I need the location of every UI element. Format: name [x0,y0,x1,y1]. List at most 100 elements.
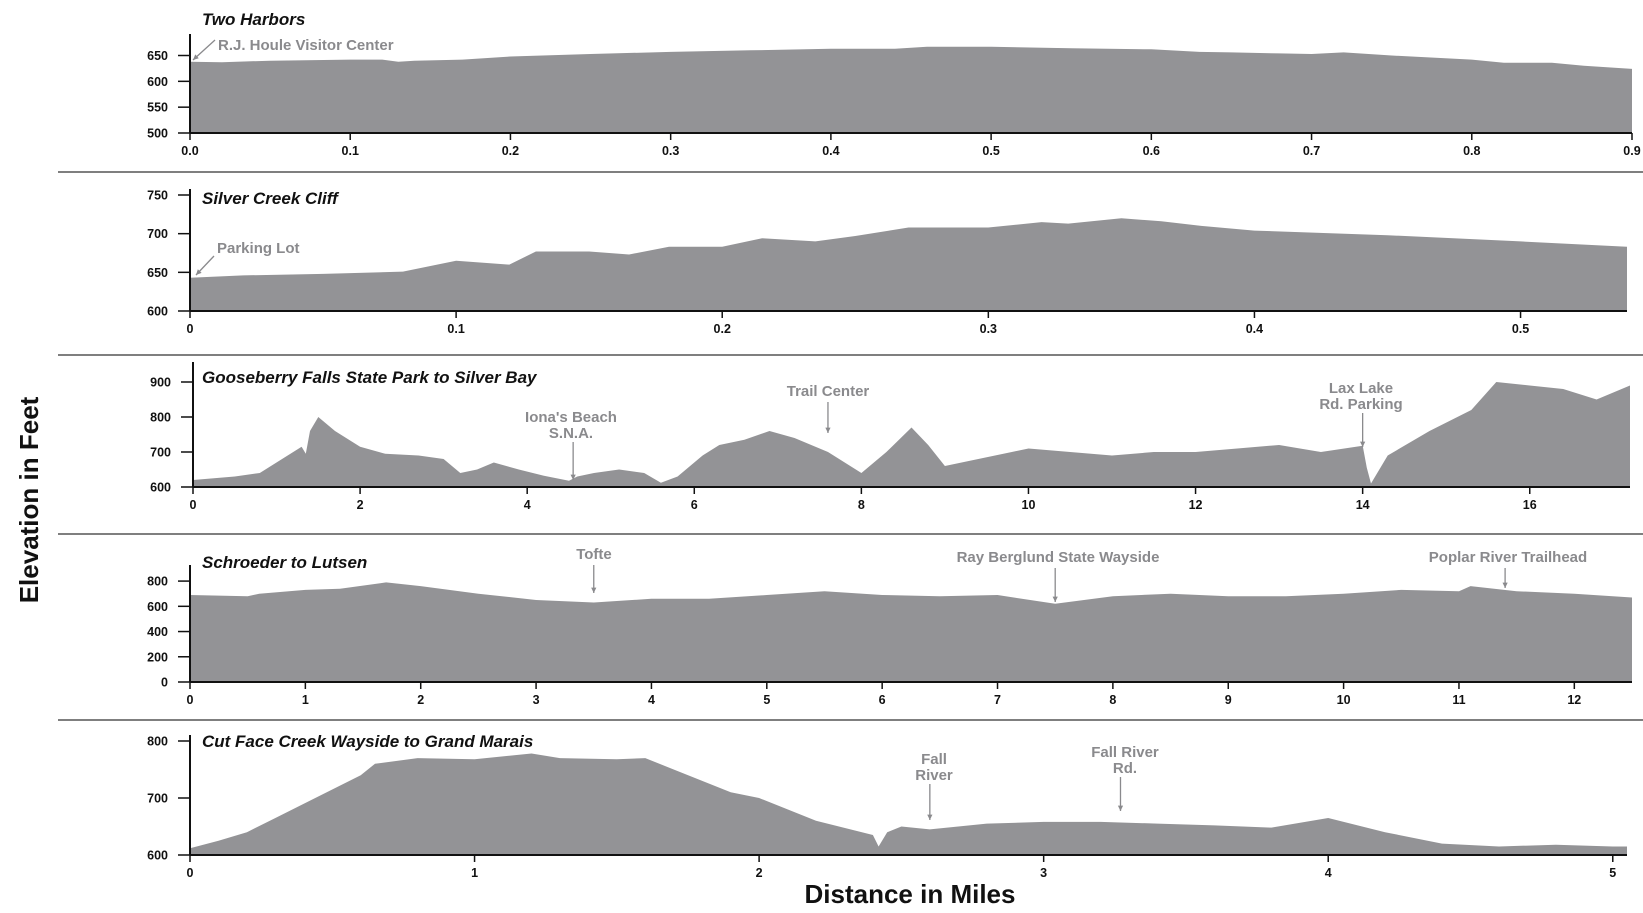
x-tick-label: 8 [1109,693,1116,707]
x-tick-label: 6 [879,693,886,707]
arrow-head-icon [1502,582,1508,588]
annotation-label: Poplar River Trailhead [1429,549,1587,566]
annotation: Fall River [915,751,953,820]
y-tick-label: 750 [147,189,168,203]
y-tick-label: 400 [147,625,168,639]
arrow-head-icon [196,269,202,275]
x-tick-label: 0.4 [1246,322,1263,336]
y-tick-label: 800 [150,411,171,425]
y-tick-label: 500 [147,127,168,141]
arrow-head-icon [591,587,597,593]
y-tick-label: 0 [161,676,168,690]
elevation-area [190,753,1627,855]
annotation-label: Iona's Beach S.N.A. [525,409,617,442]
annotation-label: Ray Berglund State Wayside [957,549,1160,566]
annotation-label: Lax Lake Rd. Parking [1319,380,1402,413]
y-tick-label: 800 [147,735,168,749]
x-tick-label: 11 [1452,693,1465,707]
x-tick-label: 1 [471,866,478,880]
x-tick-label: 16 [1523,498,1537,512]
y-tick-label: 600 [147,305,168,319]
annotation-label: Tofte [576,546,612,563]
y-tick-label: 700 [147,227,168,241]
annotation: Poplar River Trailhead [1429,549,1587,588]
arrow-head-icon [1360,441,1366,447]
x-tick-label: 4 [1325,866,1332,880]
x-tick-label: 0 [187,693,194,707]
x-tick-label: 0.1 [447,322,464,336]
y-tick-label: 600 [147,600,168,614]
y-tick-label: 600 [147,75,168,89]
y-tick-label: 200 [147,650,168,664]
annotation: Tofte [576,546,612,593]
annotation-label: R.J. Houle Visitor Center [218,37,394,54]
x-tick-label: 0.0 [181,144,198,158]
arrow-head-icon [1052,596,1058,602]
arrow-head-icon [193,54,199,60]
x-tick-label: 0.3 [980,322,997,336]
x-tick-label: 0.5 [982,144,999,158]
annotation: Fall River Rd. [1091,744,1159,811]
x-tick-label: 0.1 [342,144,359,158]
x-tick-label: 0.2 [714,322,731,336]
x-tick-label: 0 [187,322,194,336]
x-tick-label: 3 [1040,866,1047,880]
x-tick-label: 7 [994,693,1001,707]
x-tick-label: 8 [858,498,865,512]
annotation: Lax Lake Rd. Parking [1319,380,1403,447]
elevation-area [190,582,1632,682]
y-tick-label: 900 [150,376,171,390]
panel-title: Two Harbors [202,10,305,29]
annotation: Iona's Beach S.N.A. [525,409,617,480]
panel-title: Silver Creek Cliff [202,189,340,208]
chart-panel: 600 700 800 900 0 2 4 6 8 10 12 14 16 Gooseberry Fall… [150,362,1630,512]
x-tick-label: 2 [357,498,364,512]
x-tick-label: 0.5 [1512,322,1529,336]
x-tick-label: 0.4 [822,144,839,158]
x-tick-label: 9 [1225,693,1232,707]
x-tick-label: 6 [691,498,698,512]
x-axis-title: Distance in Miles [805,879,1016,909]
x-tick-label: 0.8 [1463,144,1480,158]
x-tick-label: 5 [1609,866,1616,880]
x-tick-label: 0.3 [662,144,679,158]
x-tick-label: 4 [524,498,531,512]
annotation-label: Fall River Rd. [1091,744,1159,777]
annotation-label: Parking Lot [217,240,300,257]
panel-title: Schroeder to Lutsen [202,553,367,572]
x-tick-label: 12 [1189,498,1203,512]
x-tick-label: 2 [756,866,763,880]
elevation-area [190,218,1627,311]
arrow-head-icon [1117,805,1124,811]
x-tick-label: 5 [763,693,770,707]
x-tick-label: 4 [648,693,655,707]
annotation-label: Trail Center [787,383,870,400]
x-tick-label: 0.2 [502,144,519,158]
y-tick-label: 700 [147,792,168,806]
y-tick-label: 550 [147,101,168,115]
y-tick-label: 650 [147,266,168,280]
chart-panel: 500 550 600 650 0.0 0.1 0.2 0.3 0.4 0.5 0.6 0.7 0.8 0… [147,10,1641,158]
y-tick-label: 800 [147,575,168,589]
arrow-head-icon [570,474,576,480]
y-axis-title: Elevation in Feet [14,396,44,603]
x-tick-label: 10 [1337,693,1351,707]
x-tick-label: 0 [187,866,194,880]
x-tick-label: 1 [302,693,309,707]
y-tick-label: 700 [150,446,171,460]
y-tick-label: 600 [150,481,171,495]
x-tick-label: 3 [533,693,540,707]
arrow-head-icon [825,427,831,433]
x-tick-label: 10 [1022,498,1036,512]
x-tick-label: 12 [1567,693,1581,707]
y-tick-label: 650 [147,49,168,63]
x-tick-label: 0.9 [1623,144,1640,158]
annotation-label: Fall River [915,751,953,784]
annotation: Ray Berglund State Wayside [957,549,1160,602]
arrow-head-icon [927,814,933,820]
elevation-area [190,46,1632,134]
annotation: Parking Lot [195,240,300,276]
elevation-area [193,382,1630,487]
